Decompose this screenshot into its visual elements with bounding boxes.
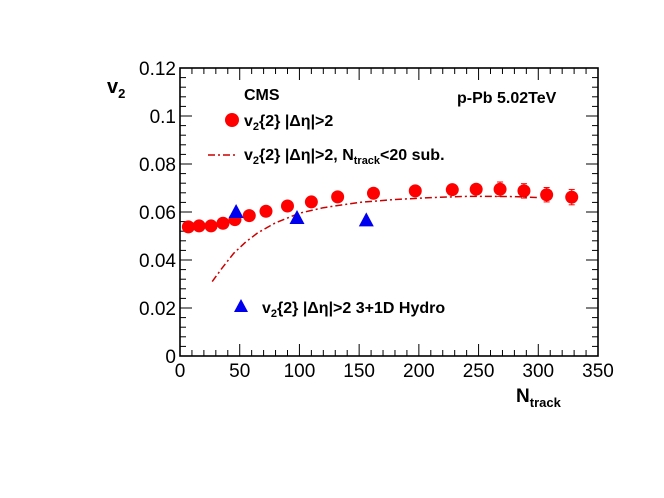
axis-ticks [179, 67, 599, 357]
legend-marker-circle [225, 113, 239, 127]
y-tick-label: 0.02 [139, 299, 176, 320]
y-tick-label: 0.06 [139, 203, 176, 224]
y-tick-label: 0 [165, 347, 176, 368]
data-point-hydro [228, 204, 244, 218]
data-point-hydro [289, 210, 305, 224]
data-point-hydro [358, 212, 374, 227]
y-tick-label: 0.1 [150, 107, 176, 128]
y-tick-label: 0.04 [139, 251, 176, 272]
data-point-measured [445, 183, 459, 197]
system-label: p-Pb 5.02TeV [457, 90, 557, 107]
data-point-measured [366, 186, 380, 200]
x-tick-label: 350 [582, 361, 614, 382]
x-tick-label: 200 [403, 361, 435, 382]
legend-marker-triangle [234, 299, 248, 312]
experiment-label: CMS [244, 87, 280, 104]
data-point-measured [517, 184, 531, 198]
x-tick-label: 150 [343, 361, 375, 382]
legend-label-hydro: v2{2} |Δη|>2 3+1D Hydro [262, 300, 445, 320]
data-point-measured [331, 190, 345, 204]
y-axis-title: v2 [107, 76, 125, 101]
data-point-measured [181, 220, 195, 234]
data-point-measured [259, 204, 273, 218]
x-tick-label: 250 [463, 361, 495, 382]
data-point-measured [493, 182, 507, 196]
data-point-measured [280, 199, 294, 213]
data-point-measured [469, 182, 483, 196]
x-tick-label: 300 [522, 361, 554, 382]
y-tick-label: 0.12 [139, 59, 176, 80]
data-series [181, 181, 579, 283]
x-tick-label: 50 [229, 361, 250, 382]
data-point-measured [565, 190, 579, 204]
data-point-measured [204, 219, 218, 233]
tick-labels: 0 50 100 150 200 250 300 350 0 0.02 0.04 0.06 0.08 0.… [139, 59, 614, 382]
data-point-measured [540, 188, 554, 202]
legend: v2{2} |Δη|>2 v2{2} |Δη|>2, Ntrack<20 sub… [208, 113, 445, 320]
data-point-measured [304, 195, 318, 209]
legend-label-measured: v2{2} |Δη|>2 [244, 113, 333, 133]
legend-label-subtracted: v2{2} |Δη|>2, Ntrack<20 sub. [244, 147, 445, 167]
series-line-subtracted [211, 195, 539, 283]
data-point-measured [408, 184, 422, 198]
y-tick-label: 0.08 [139, 155, 176, 176]
data-point-measured [242, 209, 256, 223]
data-point-measured [216, 216, 230, 230]
x-tick-label: 100 [284, 361, 316, 382]
x-axis-title: Ntrack [516, 386, 562, 410]
data-point-measured [192, 219, 206, 233]
x-tick-label: 0 [175, 361, 186, 382]
